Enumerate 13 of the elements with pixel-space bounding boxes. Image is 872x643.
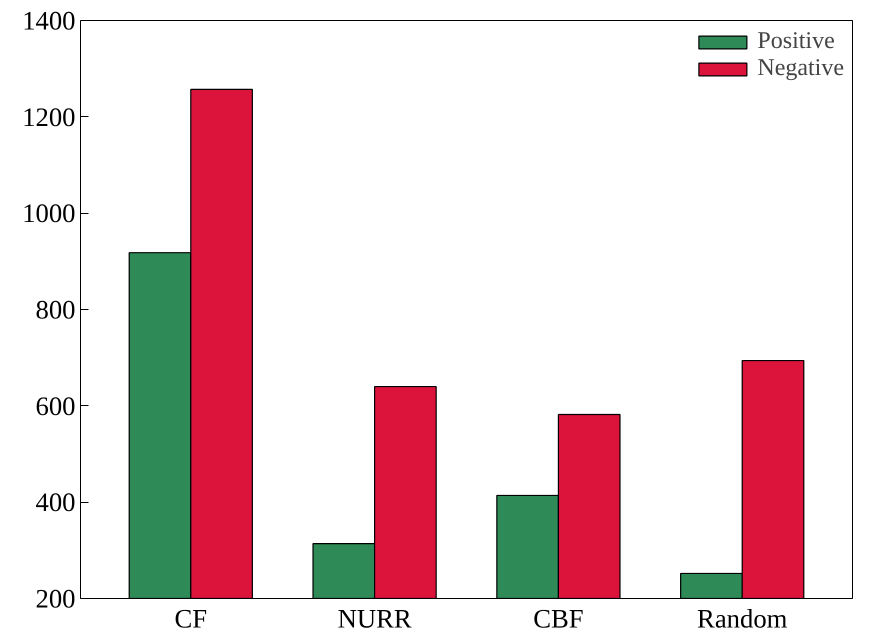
y-tick-label: 200 xyxy=(36,584,76,614)
y-tick-label: 600 xyxy=(36,390,76,421)
y-tick-label: 800 xyxy=(36,294,76,324)
x-tick-label: Random xyxy=(697,604,788,634)
legend-label: Positive xyxy=(757,28,835,55)
x-tick-label: CBF xyxy=(533,604,584,634)
y-tick-label: 400 xyxy=(36,487,76,518)
y-tick-label: 1000 xyxy=(22,198,76,228)
x-tick-label: CF xyxy=(174,604,208,634)
x-tick-label: NURR xyxy=(338,604,412,634)
legend-label: Negative xyxy=(757,55,844,82)
y-tick-label: 1400 xyxy=(22,6,76,36)
y-tick-label: 1200 xyxy=(22,102,76,132)
